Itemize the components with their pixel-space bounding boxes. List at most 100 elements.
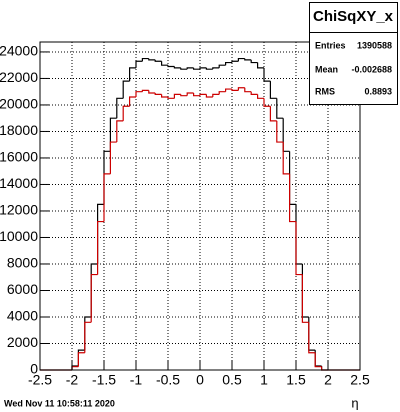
histogram-bin (244, 87, 252, 93)
histogram-bin (109, 117, 117, 152)
histogram-bin (263, 98, 271, 107)
histogram-bin (97, 220, 104, 275)
y-tick-label: 6000 (7, 281, 38, 297)
y-tick-label: 4000 (7, 308, 38, 324)
histogram-bin (186, 92, 194, 96)
histogram-bin (161, 94, 168, 98)
y-tick-label: 2000 (7, 334, 38, 350)
histogram-bin (199, 93, 207, 96)
histogram-bin (193, 67, 200, 70)
stats-value: 1390588 (357, 40, 392, 50)
histogram-bin (250, 59, 258, 64)
axes: -2.5 -2 -1.5 -1 -0.5 0 0.5 1 1.5 2 2.5 0 2000 4000 600… (0, 43, 370, 388)
histogram-bin (308, 322, 316, 354)
histogram-bin (314, 352, 322, 368)
histogram-bin (186, 67, 194, 70)
histogram-bin (90, 273, 98, 323)
histogram-bin (167, 65, 175, 68)
histogram-bin (231, 60, 239, 63)
x-tick-label: 1 (260, 372, 268, 388)
x-tick-label: -1 (130, 372, 143, 388)
histogram-bin (250, 91, 258, 95)
histogram-bin (212, 93, 220, 97)
y-tick-label: 20000 (0, 96, 38, 112)
x-tick-label: -2.5 (28, 372, 52, 388)
histogram-bin (180, 67, 188, 70)
stats-label: Mean (315, 64, 338, 74)
histogram-bin (167, 96, 175, 99)
histogram-bin (212, 67, 220, 70)
y-tick-label: 8000 (7, 255, 38, 271)
histogram-bin (205, 67, 213, 70)
histogram-bin (122, 105, 130, 121)
x-tick-label: 2 (324, 372, 332, 388)
histogram-bin (276, 98, 284, 119)
stats-label: Entries (315, 40, 346, 50)
histogram-bin (103, 173, 111, 222)
histogram-bin (84, 321, 92, 353)
histogram-bin (141, 57, 149, 62)
histogram-bin (141, 89, 149, 92)
histogram-bin (282, 142, 290, 175)
histogram-bin (269, 106, 277, 122)
y-tick-label: 10000 (0, 228, 38, 244)
histogram-bin (225, 88, 232, 92)
stats-value: 0.8893 (364, 86, 392, 96)
histogram-bin (109, 141, 117, 174)
histogram-bin (129, 67, 136, 82)
date: Wed Nov 11 10:58:11 2020 (4, 398, 115, 408)
histogram-bin (122, 80, 130, 99)
histogram-bin (173, 93, 181, 99)
histogram-bin (225, 61, 232, 66)
histogram-bin (129, 96, 136, 107)
stats-box (309, 2, 398, 105)
histograms (40, 57, 360, 371)
histogram-bin (148, 58, 156, 61)
stats-title: ChiSqXY_x (313, 8, 394, 25)
x-tick-label: 2.5 (350, 372, 370, 388)
histogram-bin (135, 60, 143, 68)
stats-label: RMS (315, 86, 335, 96)
histogram-bin (161, 61, 168, 66)
x-tick-label: -2 (66, 372, 79, 388)
stats-value: -0.002688 (351, 64, 392, 74)
x-tick-label: 0.5 (222, 372, 242, 388)
histogram-bin (269, 81, 277, 99)
y-tick-label: 14000 (0, 175, 38, 191)
histogram-bin (135, 91, 143, 97)
histogram-bin (218, 64, 226, 68)
histogram-bin (180, 94, 188, 97)
histogram-bin (257, 94, 264, 99)
histogram-bin (199, 67, 207, 70)
x-tick-label: 1.5 (286, 372, 306, 388)
histogram-bin (263, 67, 271, 82)
histogram-bin (116, 97, 124, 119)
histogram-bin (154, 93, 162, 95)
y-tick-label: 16000 (0, 149, 38, 165)
histogram-bin (218, 91, 226, 95)
x-tick-label: -1.5 (92, 372, 116, 388)
histogram-bin (173, 66, 181, 69)
histogram-bin (148, 90, 156, 94)
histogram-bin (301, 274, 309, 323)
histogram-bin (154, 59, 162, 62)
histogram-bin (237, 87, 245, 91)
y-tick-label: 18000 (0, 122, 38, 138)
y-tick-label: 0 (30, 361, 38, 377)
histogram-bin (77, 352, 85, 367)
histogram-bin (276, 120, 284, 143)
histogram-bin (289, 173, 296, 223)
x-tick-label: -0.5 (156, 372, 180, 388)
histogram-bin (231, 89, 239, 91)
histogram-bin (244, 58, 252, 61)
histogram-bin (295, 221, 303, 276)
histogram-bin (205, 94, 213, 98)
x-axis-label: η (351, 395, 358, 410)
histogram-bin (237, 57, 245, 62)
y-tick-label: 22000 (0, 69, 38, 85)
y-tick-label: 12000 (0, 202, 38, 218)
histogram-bin (116, 120, 124, 143)
histogram-bin (193, 93, 200, 97)
y-tick-label: 24000 (0, 43, 38, 59)
